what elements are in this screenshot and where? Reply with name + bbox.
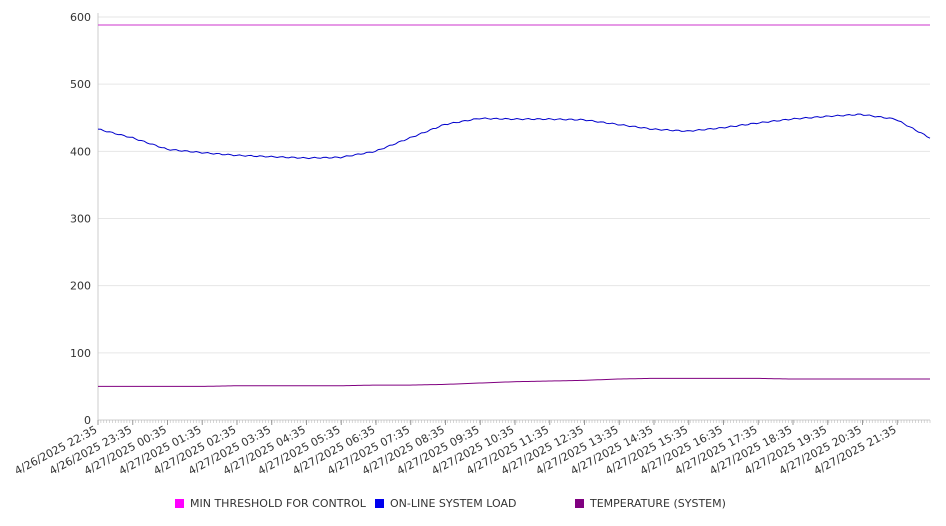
legend-label-system-load: ON-LINE SYSTEM LOAD xyxy=(390,497,517,510)
y-tick-label-4: 400 xyxy=(70,145,91,158)
legend-label-temperature: TEMPERATURE (SYSTEM) xyxy=(590,497,726,510)
legend-swatch-system-load xyxy=(375,499,384,508)
y-axis: 0 100 200 300 400 500 600 xyxy=(70,11,99,427)
y-tick-label-6: 600 xyxy=(70,11,91,24)
legend: MIN THRESHOLD FOR CONTROL ON-LINE SYSTEM… xyxy=(0,497,946,515)
line-chart: 0 100 200 300 400 500 600 4/26/2025 22:354/26/… xyxy=(12,11,931,478)
y-tick-label-2: 200 xyxy=(70,280,91,293)
y-tick-label-5: 500 xyxy=(70,78,91,91)
series-line-2 xyxy=(98,377,930,387)
x-axis: 4/26/2025 22:354/26/2025 23:354/27/2025 … xyxy=(12,419,931,478)
legend-item-system-load: ON-LINE SYSTEM LOAD xyxy=(375,497,516,510)
legend-label-min-threshold: MIN THRESHOLD FOR CONTROL xyxy=(190,497,366,510)
y-tick-label-1: 100 xyxy=(70,347,91,360)
grid-lines xyxy=(98,16,930,421)
series-lines xyxy=(97,24,931,387)
series-line-1 xyxy=(97,113,931,160)
legend-swatch-min-threshold xyxy=(175,499,184,508)
legend-swatch-temperature xyxy=(575,499,584,508)
legend-item-min-threshold: MIN THRESHOLD FOR CONTROL xyxy=(175,497,366,510)
y-tick-label-3: 300 xyxy=(70,213,91,226)
y-tick-label-0: 0 xyxy=(84,414,91,427)
legend-item-temperature: TEMPERATURE (SYSTEM) xyxy=(575,497,726,510)
